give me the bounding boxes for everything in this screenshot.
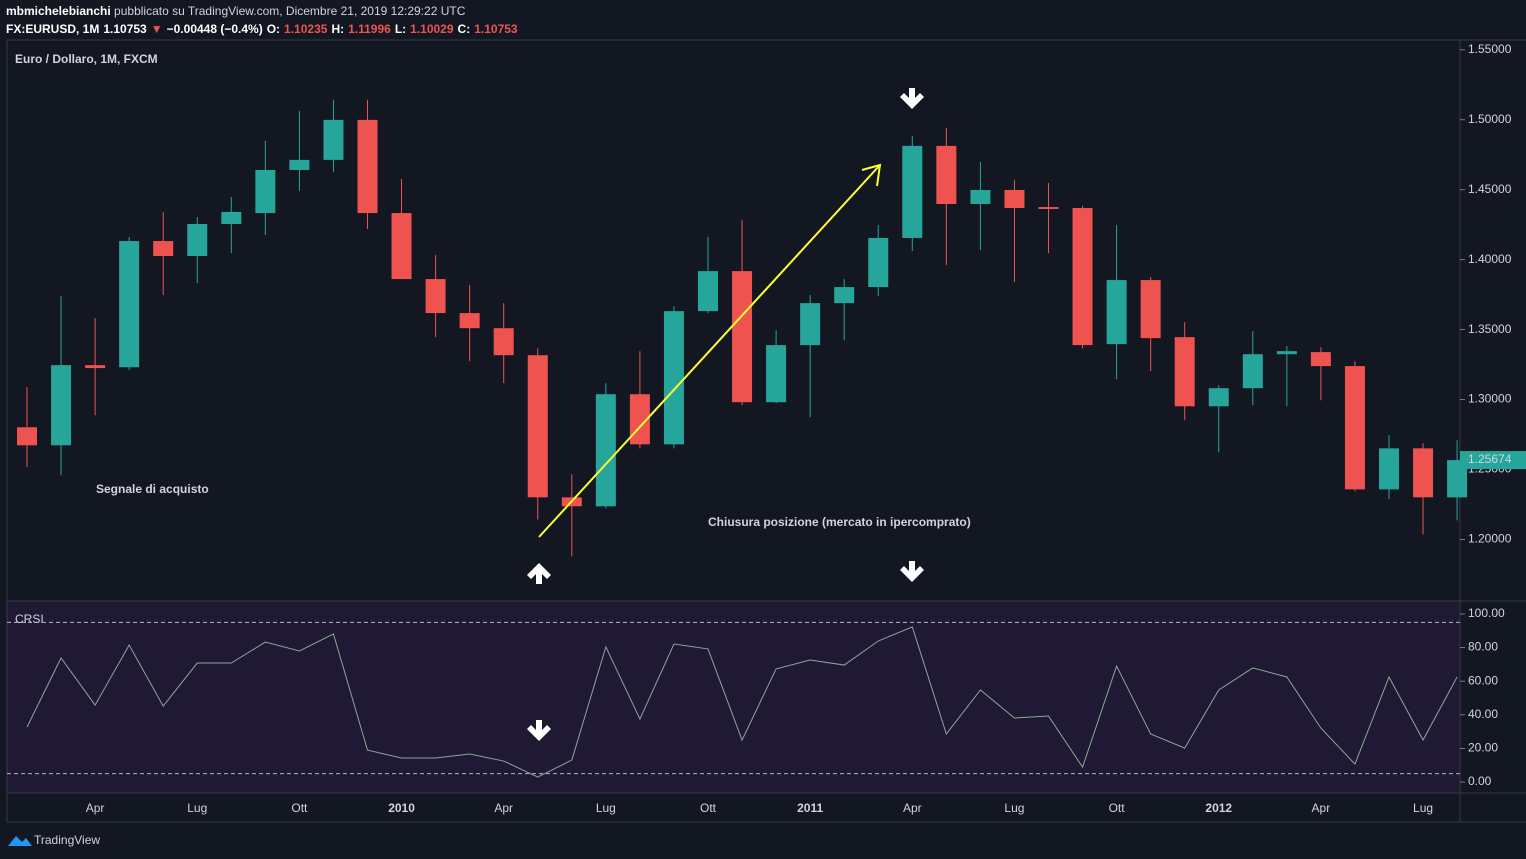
annotation: Chiusura posizione (mercato in ipercompr… <box>708 515 971 529</box>
candle-body <box>663 311 684 445</box>
candle-body <box>1242 354 1263 389</box>
candle-body <box>1106 280 1127 345</box>
candle-body <box>527 355 548 498</box>
header-item: 1.10753 <box>103 22 147 36</box>
x-tick-label: 2012 <box>1205 801 1232 815</box>
logo <box>8 836 32 846</box>
y-tick-label: 40.00 <box>1468 707 1498 721</box>
x-tick-label: 2011 <box>797 801 823 815</box>
trend-arrow <box>538 164 881 538</box>
x-tick-label: Ott <box>1109 801 1126 815</box>
candle-body <box>800 303 821 346</box>
x-tick-label: Apr <box>494 801 513 815</box>
y-tick-label: 1.20000 <box>1468 532 1512 546</box>
candle-body <box>1208 388 1229 407</box>
candle-body <box>1447 460 1468 498</box>
y-tick-label: 1.45000 <box>1468 182 1512 196</box>
plot: 1.200001.250001.300001.350001.400001.450… <box>7 42 1526 815</box>
last-price-tag <box>1460 451 1526 470</box>
header-item: 1.10235 <box>284 22 328 36</box>
candle-body <box>1174 337 1195 407</box>
x-tick-label: Apr <box>1312 801 1331 815</box>
header-line2: FX:EURUSD, 1M 1.10753 ▼ −0.00448 (−0.4%) O: 1… <box>6 22 518 36</box>
y-tick-label: 1.35000 <box>1468 322 1512 336</box>
last-price-label: 1.25674 <box>1468 452 1512 466</box>
y-tick-label: 1.30000 <box>1468 392 1512 406</box>
candle-body <box>1310 352 1331 367</box>
candle-body <box>255 169 276 214</box>
candle-body <box>85 365 106 369</box>
candle-body <box>1038 207 1059 209</box>
candle-body <box>1344 366 1365 490</box>
candle-body <box>1379 448 1399 490</box>
y-tick-label: 20.00 <box>1468 741 1498 755</box>
pane-borders <box>6 39 1526 823</box>
candle-body <box>221 211 242 224</box>
author: mbmichelebianchi <box>6 4 111 18</box>
candle-body <box>459 313 480 329</box>
candle-body <box>868 237 889 288</box>
header-text: pubblicato su TradingView.com, Dicembre … <box>114 4 466 18</box>
candle-body <box>1004 189 1025 209</box>
header-item: 1.11996 <box>348 22 391 36</box>
indicator-pane <box>7 601 1460 793</box>
x-tick-label: Ott <box>700 801 717 815</box>
y-tick-label: 1.50000 <box>1468 112 1512 126</box>
candle-body <box>425 279 446 314</box>
candle-body <box>289 159 310 170</box>
candle-body <box>1072 208 1093 346</box>
header-line1: mbmichelebianchi pubblicato su TradingVi… <box>6 4 466 18</box>
candle-body <box>970 189 991 204</box>
header-item: L: <box>395 22 406 36</box>
x-tick-label: Apr <box>903 801 922 815</box>
candle-body <box>323 119 344 160</box>
header-item: FX:EURUSD, 1M <box>6 22 99 36</box>
candle-body <box>698 271 718 312</box>
y-tick-label: 100.00 <box>1468 606 1505 620</box>
candle-body <box>732 271 753 403</box>
header-item: ▼ <box>151 22 163 36</box>
x-tick-label: Apr <box>86 801 105 815</box>
candle-body <box>187 223 208 257</box>
y-tick-label: 1.55000 <box>1468 42 1512 56</box>
candle-body <box>153 241 174 257</box>
x-tick-label: Lug <box>1004 801 1024 815</box>
x-tick-label: 2010 <box>388 801 415 815</box>
y-tick-label: 1.40000 <box>1468 252 1512 266</box>
candle-body <box>1276 351 1297 355</box>
candle-body <box>1413 448 1434 498</box>
candle-body <box>834 287 855 304</box>
y-tick-label: 60.00 <box>1468 673 1498 687</box>
candle-body <box>51 365 72 446</box>
chart-title: Euro / Dollaro, 1M, FXCM <box>15 52 158 66</box>
x-tick-label: Ott <box>291 801 308 815</box>
header-item: O: <box>267 22 280 36</box>
header-item: −0.00448 (−0.4%) <box>167 22 263 36</box>
x-tick-label: Lug <box>1413 801 1433 815</box>
x-tick-label: Lug <box>187 801 207 815</box>
candle-body <box>902 145 923 238</box>
indicator-title: CRSI <box>15 612 44 626</box>
header-item: H: <box>331 22 344 36</box>
y-tick-label: 0.00 <box>1468 774 1492 788</box>
brand: TradingView <box>34 833 100 847</box>
annotation: Segnale di acquisto <box>96 482 209 496</box>
x-tick-label: Lug <box>596 801 616 815</box>
trend-arrow-head <box>861 163 882 187</box>
candle-body <box>119 241 140 368</box>
header-item: 1.10753 <box>474 22 518 36</box>
candle-body <box>1140 280 1161 339</box>
candle-body <box>357 119 378 214</box>
candle-body <box>936 145 957 204</box>
candle-body <box>493 328 514 356</box>
header-item: C: <box>458 22 471 36</box>
candle-body <box>17 427 37 446</box>
y-tick-label: 80.00 <box>1468 640 1498 654</box>
candle-body <box>391 213 412 280</box>
candle-body <box>766 345 787 403</box>
header-item: 1.10029 <box>410 22 454 36</box>
candle-body <box>595 394 616 507</box>
crsi-line <box>26 626 1458 778</box>
